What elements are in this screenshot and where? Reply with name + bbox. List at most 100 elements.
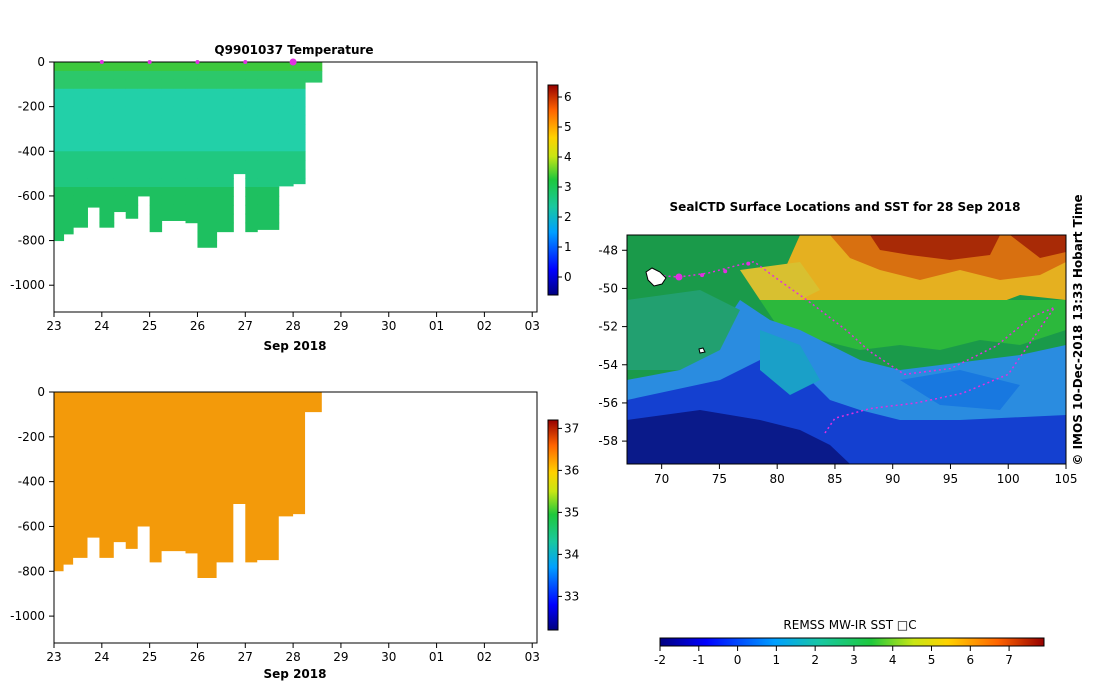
temperature-cell — [73, 88, 88, 99]
temperature-cell — [125, 88, 139, 99]
y-tick-label: -400 — [18, 144, 45, 158]
temperature-cell — [245, 88, 258, 99]
y-tick-label: -1000 — [10, 609, 45, 623]
temperature-cell — [63, 160, 74, 170]
temperature-cell — [278, 169, 294, 179]
temperature-cell — [161, 204, 175, 215]
surface-marker — [195, 60, 200, 64]
temperature-cell — [233, 70, 246, 81]
temperature-cell — [233, 160, 246, 170]
y-tick-label: 0 — [37, 55, 45, 69]
map-y-tick-label: -52 — [598, 320, 618, 334]
x-tick-label: 26 — [190, 650, 205, 664]
temperature-cell — [293, 124, 306, 134]
x-tick-label: 03 — [525, 650, 540, 664]
colorbar-tick-label: 5 — [564, 120, 572, 134]
salinity-plot-frame — [53, 391, 538, 644]
sst-field — [627, 235, 1066, 464]
x-tick-label: 23 — [46, 319, 61, 333]
temperature-cell — [245, 160, 258, 170]
temperature-cell — [185, 160, 198, 170]
temperature-cell — [125, 187, 139, 197]
temperature-cell — [185, 97, 198, 108]
temperature-cell — [87, 151, 100, 161]
temperature-cell — [63, 115, 74, 125]
temperature-cell — [113, 142, 127, 152]
temperature-cell — [99, 204, 115, 215]
temperature-cell — [245, 70, 258, 81]
temperature-cell — [197, 133, 218, 143]
temperature-cell — [149, 204, 163, 215]
x-tick-label: 25 — [142, 650, 157, 664]
temperature-cell — [216, 169, 234, 179]
sst-colorbar-tick-label: 3 — [850, 653, 858, 667]
temperature-cell — [173, 70, 187, 81]
colorbar-tick-label: 37 — [564, 421, 579, 435]
temperature-cell — [233, 79, 246, 90]
temperature-cell — [278, 133, 294, 143]
colorbar-tick-label: 2 — [564, 210, 572, 224]
surface-marker — [147, 60, 152, 64]
temperature-cell — [149, 97, 163, 108]
x-tick-label: 01 — [429, 650, 444, 664]
temperature-cell — [149, 222, 163, 233]
temperature-cell — [216, 178, 234, 188]
map-x-tick-label: 75 — [712, 472, 727, 486]
colorbar-tick-label: 34 — [564, 547, 579, 561]
temperature-cell — [197, 195, 218, 206]
temperature-cell — [185, 178, 198, 188]
temperature-cell — [173, 97, 187, 108]
sst-colorbar-tick-label: 6 — [966, 653, 974, 667]
temperature-cell — [278, 178, 294, 187]
temperature-cell — [113, 204, 127, 213]
sst-map-panel: SealCTD Surface Locations and SST for 28… — [598, 194, 1085, 486]
temperature-x-ticks: 23 24 25 26 27 28 29 30 01 02 03 — [46, 312, 540, 333]
temperature-cell — [173, 142, 187, 152]
x-tick-label: 30 — [381, 650, 396, 664]
temperature-cell — [73, 70, 88, 81]
temperature-cell — [63, 169, 74, 179]
colorbar-tick-label: 33 — [564, 589, 579, 603]
temperature-cell — [149, 70, 163, 81]
temperature-cell — [125, 151, 139, 161]
temperature-cell — [99, 79, 115, 90]
temperature-cell — [173, 213, 187, 221]
temperature-cell — [73, 195, 88, 206]
temperature-cell — [149, 106, 163, 117]
temperature-cell — [293, 106, 306, 117]
temperature-cell — [197, 160, 218, 170]
temperature-cell — [161, 115, 175, 125]
temperature-cell — [216, 204, 234, 215]
temperature-cell — [99, 62, 115, 72]
temperature-cell — [185, 142, 198, 152]
temperature-cell — [278, 97, 294, 108]
temperature-cell — [54, 133, 65, 143]
temperature-cell — [233, 133, 246, 143]
temperature-cell — [73, 142, 88, 152]
temperature-cell — [216, 133, 234, 143]
temperature-cell — [113, 151, 127, 161]
map-y-tick-label: -56 — [598, 396, 618, 410]
temperature-cell — [233, 124, 246, 134]
colorbar-tick-label: 35 — [564, 505, 579, 519]
temperature-cell — [125, 133, 139, 143]
map-y-ticks: -48 -50 -52 -54 -56 -58 — [598, 243, 627, 448]
temperature-cell — [185, 79, 198, 90]
temperature-cell — [99, 115, 115, 125]
colorbar-tick-label: 4 — [564, 150, 572, 164]
temperature-cell — [293, 62, 306, 72]
temperature-cell — [63, 79, 74, 90]
temperature-cell — [149, 187, 163, 197]
temperature-cell — [197, 169, 218, 179]
temperature-cell — [149, 133, 163, 143]
temperature-cell — [99, 151, 115, 161]
x-tick-label: 26 — [190, 319, 205, 333]
temperature-cell — [257, 62, 280, 72]
temperature-cell — [185, 169, 198, 179]
temperature-cell — [197, 151, 218, 161]
temperature-cell — [54, 79, 65, 90]
temperature-cell — [73, 187, 88, 197]
temperature-cell — [257, 187, 280, 197]
x-tick-label: 25 — [142, 319, 157, 333]
temperature-cell — [99, 88, 115, 99]
